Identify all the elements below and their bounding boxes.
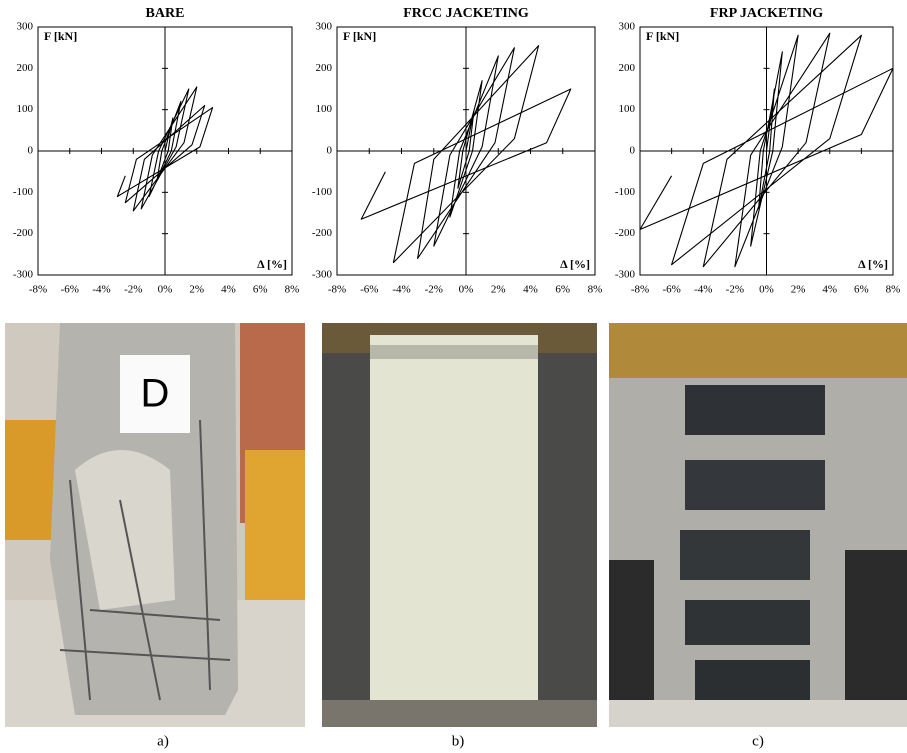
y-tick-label: 200 <box>17 62 34 74</box>
floor <box>609 700 907 727</box>
x-tick-label: -8% <box>328 284 346 296</box>
frp-band <box>680 530 810 580</box>
base <box>322 700 597 727</box>
figure: D BARE -300 -200 -100 0 100 200 300 -8% -6% -4% -2%… <box>0 0 907 753</box>
y-tick-label: -200 <box>615 227 636 239</box>
support <box>609 560 654 710</box>
x-tick-label: 8% <box>588 284 603 296</box>
x-tick-label: 8% <box>886 284 901 296</box>
y-tick-label: 0 <box>28 145 34 157</box>
photo-caption: b) <box>452 733 465 749</box>
photo-frp <box>609 323 907 727</box>
x-tick-label: -6% <box>360 284 378 296</box>
x-tick-label: -6% <box>662 284 680 296</box>
column-band <box>370 345 538 359</box>
photo-caption: a) <box>157 733 169 749</box>
photo-bare: D <box>5 323 305 727</box>
y-tick-label: -200 <box>13 227 34 239</box>
column <box>370 335 538 715</box>
y-tick-label: -300 <box>312 269 333 281</box>
x-tick-label: 2% <box>189 284 204 296</box>
frp-band <box>685 600 810 645</box>
x-axis-label: Δ [%] <box>858 257 888 271</box>
y-tick-label: 300 <box>17 21 34 33</box>
x-tick-label: -6% <box>61 284 79 296</box>
y-tick-label: -100 <box>615 186 636 198</box>
sign-text: D <box>141 372 170 416</box>
x-tick-label: 8% <box>285 284 300 296</box>
x-tick-label: -2% <box>124 284 142 296</box>
yellow-frame <box>245 450 305 600</box>
y-tick-label: 0 <box>327 145 333 157</box>
x-tick-label: 0% <box>759 284 774 296</box>
x-tick-label: 0% <box>158 284 173 296</box>
frp-band <box>685 460 825 510</box>
x-tick-label: -4% <box>392 284 410 296</box>
chart: BARE -300 -200 -100 0 100 200 300 -8% -6% -4% -2% 0%… <box>13 6 300 295</box>
x-tick-label: -2% <box>726 284 744 296</box>
x-axis-label: Δ [%] <box>560 257 590 271</box>
x-tick-label: -4% <box>694 284 712 296</box>
y-tick-label: 200 <box>316 62 333 74</box>
y-tick-label: 100 <box>316 103 333 115</box>
y-axis-label: F [kN] <box>44 29 77 43</box>
x-tick-label: -8% <box>29 284 47 296</box>
x-tick-label: 2% <box>791 284 806 296</box>
x-tick-label: -4% <box>92 284 110 296</box>
y-tick-label: 200 <box>619 62 636 74</box>
x-tick-label: -2% <box>425 284 443 296</box>
support <box>845 550 907 710</box>
y-tick-label: -100 <box>312 186 333 198</box>
x-tick-label: 6% <box>253 284 268 296</box>
y-tick-label: 100 <box>619 103 636 115</box>
x-tick-label: 4% <box>523 284 538 296</box>
x-tick-label: 6% <box>555 284 570 296</box>
photo-caption: c) <box>752 733 764 749</box>
x-tick-label: 0% <box>459 284 474 296</box>
y-tick-label: -300 <box>615 269 636 281</box>
frp-band <box>685 385 825 435</box>
chart-title: BARE <box>146 6 185 21</box>
x-tick-label: 6% <box>854 284 869 296</box>
chart-title: FRCC JACKETING <box>403 6 529 21</box>
y-tick-label: -100 <box>13 186 34 198</box>
photo-frcc <box>322 323 597 727</box>
y-tick-label: -300 <box>13 269 34 281</box>
x-tick-label: 4% <box>221 284 236 296</box>
chart-title: FRP JACKETING <box>710 6 823 21</box>
y-tick-label: 100 <box>17 103 34 115</box>
y-axis-label: F [kN] <box>343 29 376 43</box>
y-tick-label: -200 <box>312 227 333 239</box>
chart: FRP JACKETING -300 -200 -100 0 100 200 300 -8% -6… <box>615 6 901 295</box>
x-axis-label: Δ [%] <box>257 257 287 271</box>
chart: FRCC JACKETING -300 -200 -100 0 100 200 300 -8% -… <box>312 6 603 295</box>
x-tick-label: 2% <box>491 284 506 296</box>
x-tick-label: -8% <box>631 284 649 296</box>
y-tick-label: 300 <box>316 21 333 33</box>
y-tick-label: 0 <box>630 145 636 157</box>
frp-band <box>695 660 810 705</box>
y-axis-label: F [kN] <box>646 29 679 43</box>
y-tick-label: 300 <box>619 21 636 33</box>
loading-beam <box>609 323 907 378</box>
x-tick-label: 4% <box>822 284 837 296</box>
page: D BARE -300 -200 -100 0 100 200 300 -8% -6% -4% -2%… <box>0 0 907 753</box>
